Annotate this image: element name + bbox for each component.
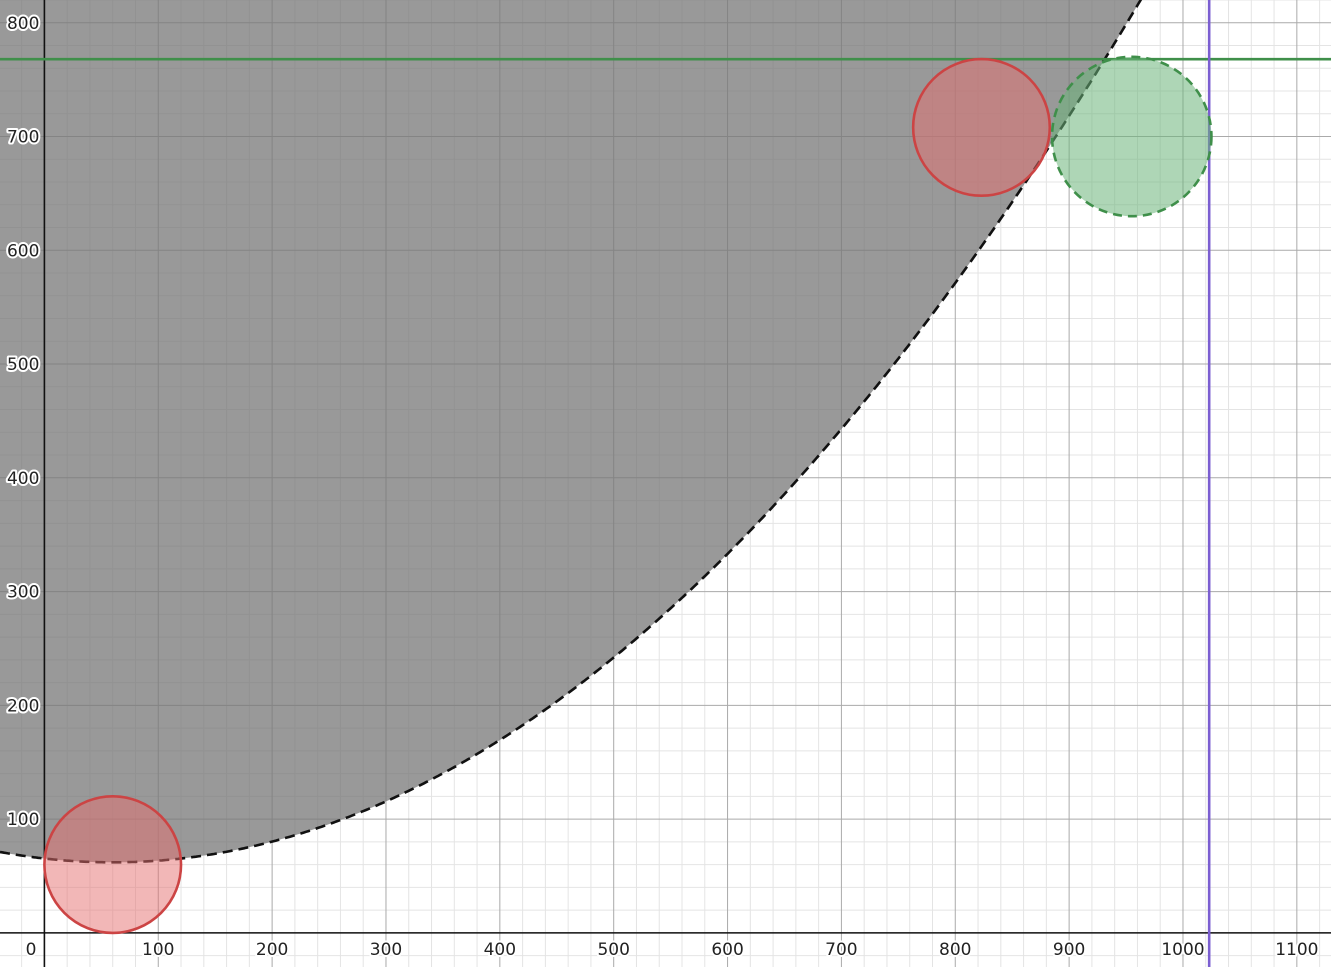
tick-labels: 100 100 200 200 300 300 400 400 500 500 600 600 700 7… [5, 12, 1321, 962]
y-tick-label: 100 [7, 810, 39, 830]
y-tick-label: 500 [7, 355, 39, 375]
y-tick-label-halo: 600 [7, 241, 39, 261]
x-tick-label: 1000 [1161, 940, 1204, 960]
y-tick-label: 300 [7, 583, 39, 603]
x-tick-label-halo: 100 [142, 940, 174, 960]
parabola-boundary[interactable] [0, 0, 1330, 864]
x-tick-label: 400 [484, 940, 516, 960]
x-tick-label: 500 [597, 940, 629, 960]
y-tick-label: 700 [7, 128, 39, 148]
y-tick-label-halo: 400 [7, 469, 39, 489]
circle-3[interactable] [1050, 55, 1213, 218]
y-tick-label: 800 [7, 14, 39, 34]
x-tick-label-halo: 600 [711, 940, 743, 960]
y-tick-label: 600 [7, 241, 39, 261]
y-tick-label: 200 [7, 696, 39, 716]
circle-2[interactable] [911, 57, 1052, 198]
x-tick-label: 200 [256, 940, 288, 960]
x-tick-label: 700 [825, 940, 857, 960]
y-tick-label-halo: 300 [7, 583, 39, 603]
x-tick-label: 100 [142, 940, 174, 960]
y-tick-label-halo: 200 [7, 696, 39, 716]
origin-label-halo: 0 [26, 940, 37, 960]
x-tick-label: 300 [370, 940, 402, 960]
x-tick-label-halo: 1000 [1161, 940, 1204, 960]
circles [43, 55, 1213, 935]
y-tick-label-halo: 700 [7, 128, 39, 148]
x-tick-label: 800 [939, 940, 971, 960]
parabola-region [0, 0, 1330, 864]
x-tick-label-halo: 1100 [1275, 940, 1318, 960]
x-tick-label-halo: 700 [825, 940, 857, 960]
x-tick-label-halo: 800 [939, 940, 971, 960]
y-tick-label-halo: 500 [7, 355, 39, 375]
y-tick-label-halo: 100 [7, 810, 39, 830]
parabola-shaded-region [0, 0, 1141, 863]
x-tick-label-halo: 200 [256, 940, 288, 960]
x-tick-label: 600 [711, 940, 743, 960]
circle-1[interactable] [43, 794, 183, 935]
x-tick-label-halo: 900 [1053, 940, 1085, 960]
x-tick-label-halo: 400 [484, 940, 516, 960]
x-tick-label-halo: 500 [597, 940, 629, 960]
x-tick-label: 1100 [1275, 940, 1318, 960]
x-tick-label: 900 [1053, 940, 1085, 960]
y-tick-label: 400 [7, 469, 39, 489]
origin-label: 0 [26, 940, 37, 960]
y-tick-label-halo: 800 [7, 14, 39, 34]
x-tick-label-halo: 300 [370, 940, 402, 960]
